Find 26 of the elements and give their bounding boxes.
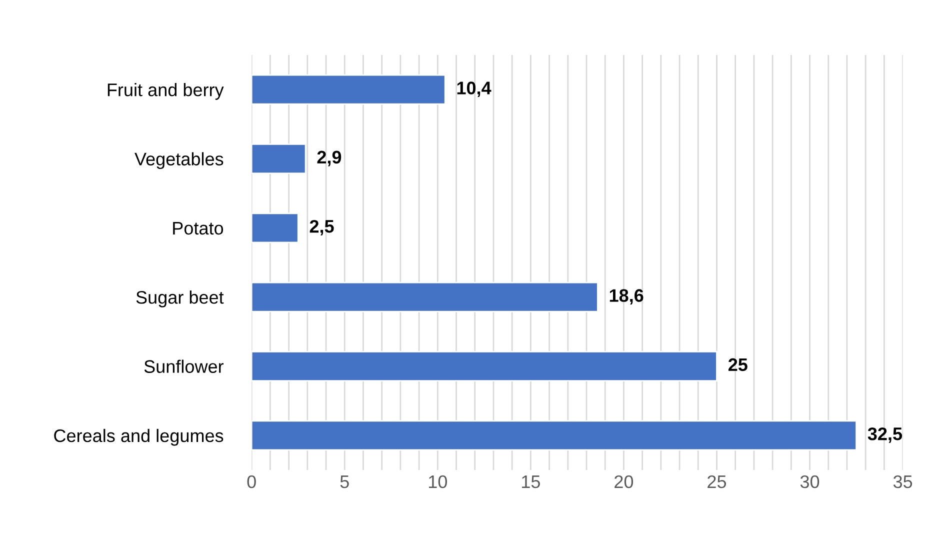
data-label: 2,9	[317, 150, 342, 166]
bar	[252, 144, 306, 174]
data-label: 2,5	[310, 220, 334, 236]
data-label: 25	[728, 358, 748, 372]
y-tick-label: Sunflower	[144, 360, 224, 373]
x-tick-label: 15	[522, 476, 540, 488]
data-label: 32,5	[868, 427, 902, 443]
data-label: 18,6	[610, 289, 644, 305]
y-tick-label: Fruit and berry	[108, 83, 224, 100]
x-tick-label: 0	[247, 475, 256, 488]
y-tick-label: Potato	[173, 222, 224, 235]
y-tick-label: Cereals and legumes	[54, 428, 224, 446]
x-tick-label: 30	[800, 475, 820, 488]
x-tick-label: 10	[428, 475, 447, 488]
y-tick-label: Sugar beet	[136, 290, 224, 308]
x-tick-label: 20	[614, 475, 634, 488]
x-tick-label: 5	[340, 476, 349, 488]
data-label: 10,4	[457, 82, 492, 98]
y-tick-label: Vegetables	[134, 152, 224, 170]
bar	[252, 351, 718, 382]
bar	[252, 282, 598, 312]
x-tick-label: 35	[893, 475, 912, 488]
bar	[252, 212, 299, 244]
x-tick-label: 25	[708, 475, 726, 488]
bar	[252, 74, 446, 105]
bar	[252, 420, 857, 451]
